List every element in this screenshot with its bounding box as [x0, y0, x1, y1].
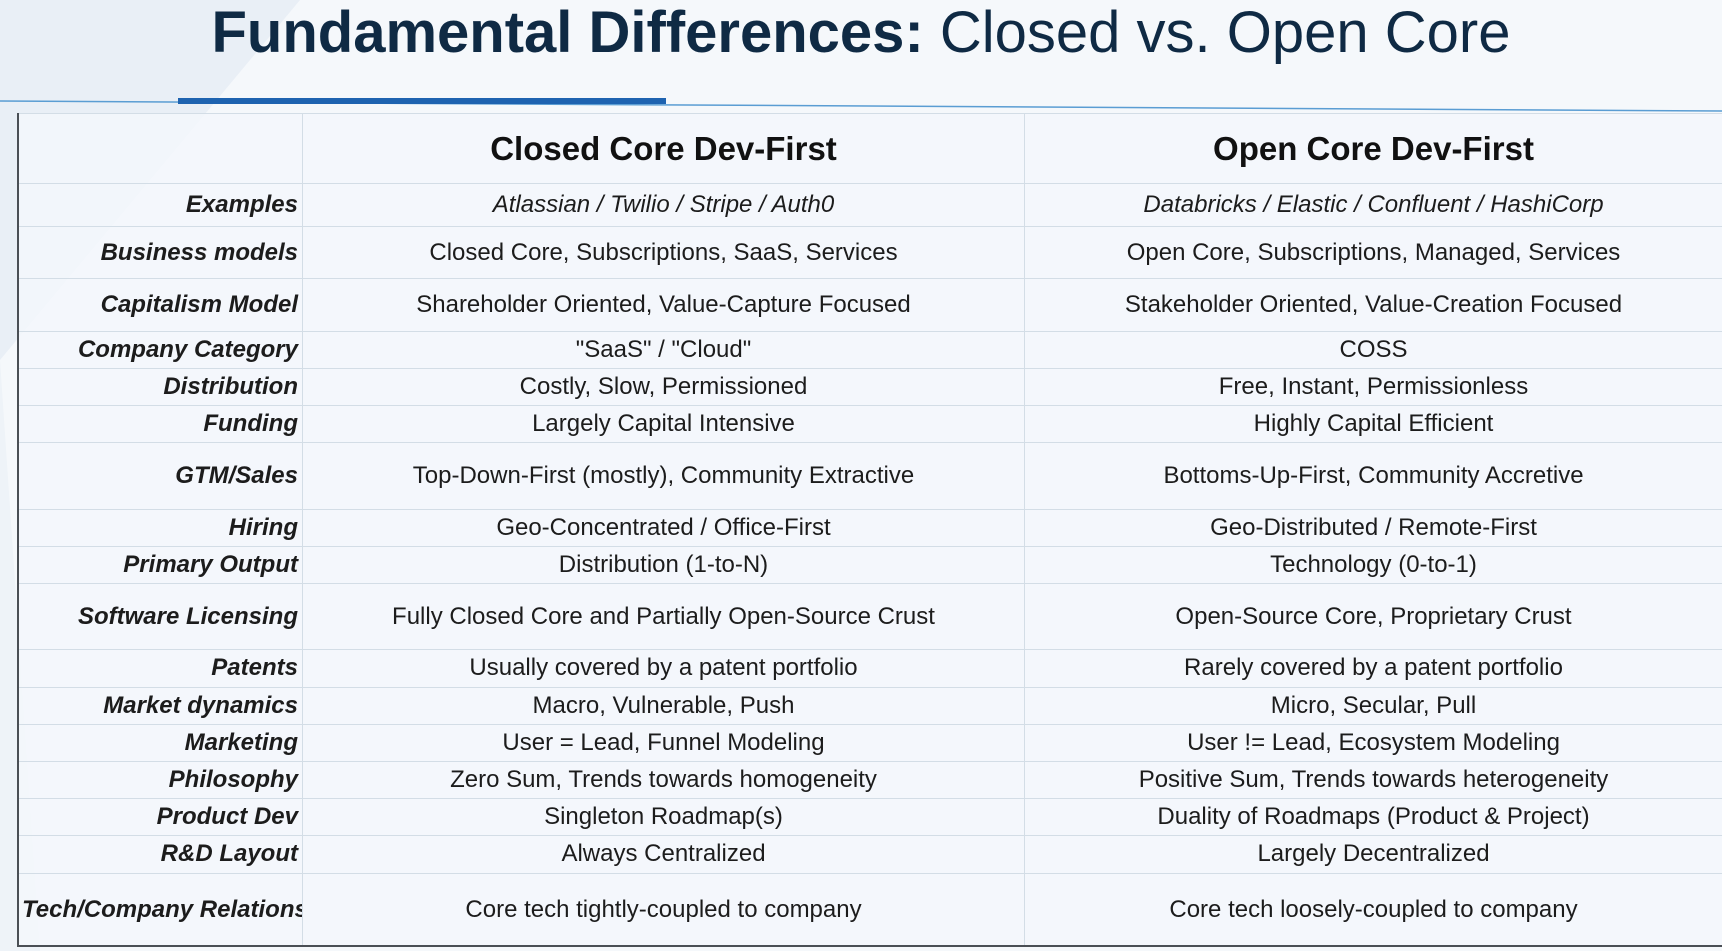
- table-row: Company Category "SaaS" / "Cloud" COSS: [17, 330, 1722, 369]
- comparison-table: Closed Core Dev-First Open Core Dev-Firs…: [17, 113, 1722, 947]
- table-row: Distribution Costly, Slow, Permissioned …: [17, 367, 1722, 407]
- open-core-cell: Databricks / Elastic / Confluent / Hashi…: [1024, 182, 1722, 228]
- closed-core-cell: Always Centralized: [302, 835, 1025, 874]
- open-core-cell: Bottoms-Up-First, Community Accretive: [1024, 442, 1722, 510]
- open-core-cell: User != Lead, Ecosystem Modeling: [1024, 723, 1722, 762]
- table-row: R&D Layout Always Centralized Largely De…: [17, 835, 1722, 874]
- open-core-cell: Stakeholder Oriented, Value-Creation Foc…: [1024, 278, 1722, 332]
- header-row: Closed Core Dev-First Open Core Dev-Firs…: [17, 113, 1722, 184]
- open-core-cell: Highly Capital Efficient: [1024, 405, 1722, 444]
- open-core-cell: Core tech loosely-coupled to company: [1024, 872, 1722, 947]
- table-row: Philosophy Zero Sum, Trends towards homo…: [17, 760, 1722, 800]
- closed-core-cell: Largely Capital Intensive: [302, 405, 1025, 444]
- closed-core-cell: Singleton Roadmap(s): [302, 798, 1025, 837]
- accent-bar: [178, 98, 666, 104]
- row-label: Software Licensing: [17, 583, 303, 651]
- table-row: Software Licensing Fully Closed Core and…: [17, 583, 1722, 651]
- closed-core-cell: Top-Down-First (mostly), Community Extra…: [302, 442, 1025, 510]
- title-bold: Fundamental Differences:: [211, 0, 924, 65]
- row-label: Capitalism Model: [17, 278, 303, 332]
- row-label: Distribution: [17, 367, 303, 407]
- closed-core-cell: Atlassian / Twilio / Stripe / Auth0: [302, 182, 1025, 228]
- row-label: Examples: [17, 182, 303, 228]
- row-label: Philosophy: [17, 760, 303, 800]
- table-row: GTM/Sales Top-Down-First (mostly), Commu…: [17, 442, 1722, 510]
- row-label: Primary Output: [17, 545, 303, 585]
- column-header-closed-core: Closed Core Dev-First: [302, 113, 1025, 184]
- title-light: Closed vs. Open Core: [939, 0, 1511, 65]
- column-header-open-core: Open Core Dev-First: [1024, 113, 1722, 184]
- row-label: Funding: [17, 405, 303, 444]
- table-row: Business models Closed Core, Subscriptio…: [17, 226, 1722, 280]
- closed-core-cell: User = Lead, Funnel Modeling: [302, 723, 1025, 762]
- closed-core-cell: Usually covered by a patent portfolio: [302, 649, 1025, 688]
- row-label: Product Dev: [17, 798, 303, 837]
- table-row: Capitalism Model Shareholder Oriented, V…: [17, 278, 1722, 332]
- table-row: Patents Usually covered by a patent port…: [17, 649, 1722, 688]
- open-core-cell: Micro, Secular, Pull: [1024, 686, 1722, 725]
- table-row: Hiring Geo-Concentrated / Office-First G…: [17, 508, 1722, 547]
- closed-core-cell: Zero Sum, Trends towards homogeneity: [302, 760, 1025, 800]
- open-core-cell: Rarely covered by a patent portfolio: [1024, 649, 1722, 688]
- row-label: GTM/Sales: [17, 442, 303, 510]
- row-label: Market dynamics: [17, 686, 303, 725]
- table-row: Marketing User = Lead, Funnel Modeling U…: [17, 723, 1722, 762]
- slide-title: Fundamental Differences: Closed vs. Open…: [0, 0, 1722, 68]
- table-row: Tech/Company Relationship Core tech tigh…: [17, 872, 1722, 947]
- open-core-cell: Positive Sum, Trends towards heterogenei…: [1024, 760, 1722, 800]
- row-label: Business models: [17, 226, 303, 280]
- open-core-cell: Open Core, Subscriptions, Managed, Servi…: [1024, 226, 1722, 280]
- closed-core-cell: Distribution (1-to-N): [302, 545, 1025, 585]
- open-core-cell: Technology (0-to-1): [1024, 545, 1722, 585]
- table-row: Funding Largely Capital Intensive Highly…: [17, 405, 1722, 444]
- open-core-cell: Largely Decentralized: [1024, 835, 1722, 874]
- open-core-cell: Duality of Roadmaps (Product & Project): [1024, 798, 1722, 837]
- closed-core-cell: Macro, Vulnerable, Push: [302, 686, 1025, 725]
- table-row: Primary Output Distribution (1-to-N) Tec…: [17, 545, 1722, 585]
- corner-cell: [17, 113, 303, 184]
- table-row: Examples Atlassian / Twilio / Stripe / A…: [17, 182, 1722, 228]
- closed-core-cell: Closed Core, Subscriptions, SaaS, Servic…: [302, 226, 1025, 280]
- row-label: Marketing: [17, 723, 303, 762]
- row-label: Tech/Company Relationship: [17, 872, 303, 947]
- row-label: R&D Layout: [17, 835, 303, 874]
- closed-core-cell: Fully Closed Core and Partially Open-Sou…: [302, 583, 1025, 651]
- row-label: Hiring: [17, 508, 303, 547]
- closed-core-cell: "SaaS" / "Cloud": [302, 330, 1025, 369]
- open-core-cell: Geo-Distributed / Remote-First: [1024, 508, 1722, 547]
- closed-core-cell: Costly, Slow, Permissioned: [302, 367, 1025, 407]
- open-core-cell: Free, Instant, Permissionless: [1024, 367, 1722, 407]
- closed-core-cell: Geo-Concentrated / Office-First: [302, 508, 1025, 547]
- closed-core-cell: Core tech tightly-coupled to company: [302, 872, 1025, 947]
- closed-core-cell: Shareholder Oriented, Value-Capture Focu…: [302, 278, 1025, 332]
- row-label: Patents: [17, 649, 303, 688]
- table-row: Product Dev Singleton Roadmap(s) Duality…: [17, 798, 1722, 837]
- open-core-cell: Open-Source Core, Proprietary Crust: [1024, 583, 1722, 651]
- row-label: Company Category: [17, 330, 303, 369]
- open-core-cell: COSS: [1024, 330, 1722, 369]
- table-row: Market dynamics Macro, Vulnerable, Push …: [17, 686, 1722, 725]
